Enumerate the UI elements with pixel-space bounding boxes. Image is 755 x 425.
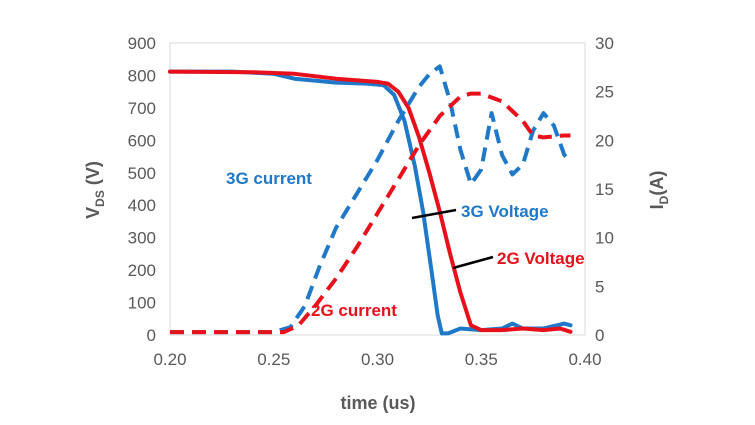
annotation-3g-voltage: 3G Voltage xyxy=(461,202,549,221)
series-line-3g-current xyxy=(170,64,572,335)
y-left-tick-label: 800 xyxy=(128,66,156,85)
annotation-leader-3g-voltage xyxy=(411,208,457,220)
series-line-3g-voltage xyxy=(168,69,573,336)
x-tick-label: 0.25 xyxy=(257,350,290,369)
annotations: 3G current 3G Voltage 2G Voltage 2G curr… xyxy=(226,169,585,320)
y-left-tick-label: 100 xyxy=(128,294,156,313)
y-right-tick-label: 20 xyxy=(595,131,614,150)
y-right-tick-label: 25 xyxy=(595,83,614,102)
x-tick-label: 0.40 xyxy=(568,350,601,369)
annotation-2g-current: 2G current xyxy=(311,301,397,320)
y-right-tick-label: 10 xyxy=(595,229,614,248)
y-left-tick-label: 500 xyxy=(128,164,156,183)
tick-labels: 0.20 0.25 0.30 0.35 0.4001002003004005006007… xyxy=(128,34,614,369)
plot-border xyxy=(169,42,586,336)
annotation-leader-2g-voltage xyxy=(452,255,494,270)
y-right-tick-label: 15 xyxy=(595,180,614,199)
y-right-axis-title: ID(A) xyxy=(647,171,671,210)
series-line-2g-voltage xyxy=(168,69,573,334)
y-left-axis-title: VDS (V) xyxy=(83,161,107,219)
y-left-tick-label: 600 xyxy=(128,131,156,150)
annotation-3g-current: 3G current xyxy=(226,169,312,188)
series-layer xyxy=(168,64,573,336)
plot-area xyxy=(169,42,586,336)
y-left-tick-label: 0 xyxy=(147,326,156,345)
y-left-tick-label: 700 xyxy=(128,99,156,118)
annotation-2g-voltage: 2G Voltage xyxy=(497,249,585,268)
y-right-tick-label: 0 xyxy=(595,326,604,345)
y-right-tick-label: 30 xyxy=(595,34,614,53)
y-left-tick-label: 200 xyxy=(128,261,156,280)
x-axis-title: time (us) xyxy=(340,393,415,413)
y-left-tick-label: 300 xyxy=(128,229,156,248)
x-tick-label: 0.30 xyxy=(361,350,394,369)
x-tick-label: 0.35 xyxy=(465,350,498,369)
y-left-tick-label: 900 xyxy=(128,34,156,53)
y-right-tick-label: 5 xyxy=(595,277,604,296)
x-tick-label: 0.20 xyxy=(153,350,186,369)
y-left-tick-label: 400 xyxy=(128,196,156,215)
series-line-2g-current xyxy=(170,91,571,335)
